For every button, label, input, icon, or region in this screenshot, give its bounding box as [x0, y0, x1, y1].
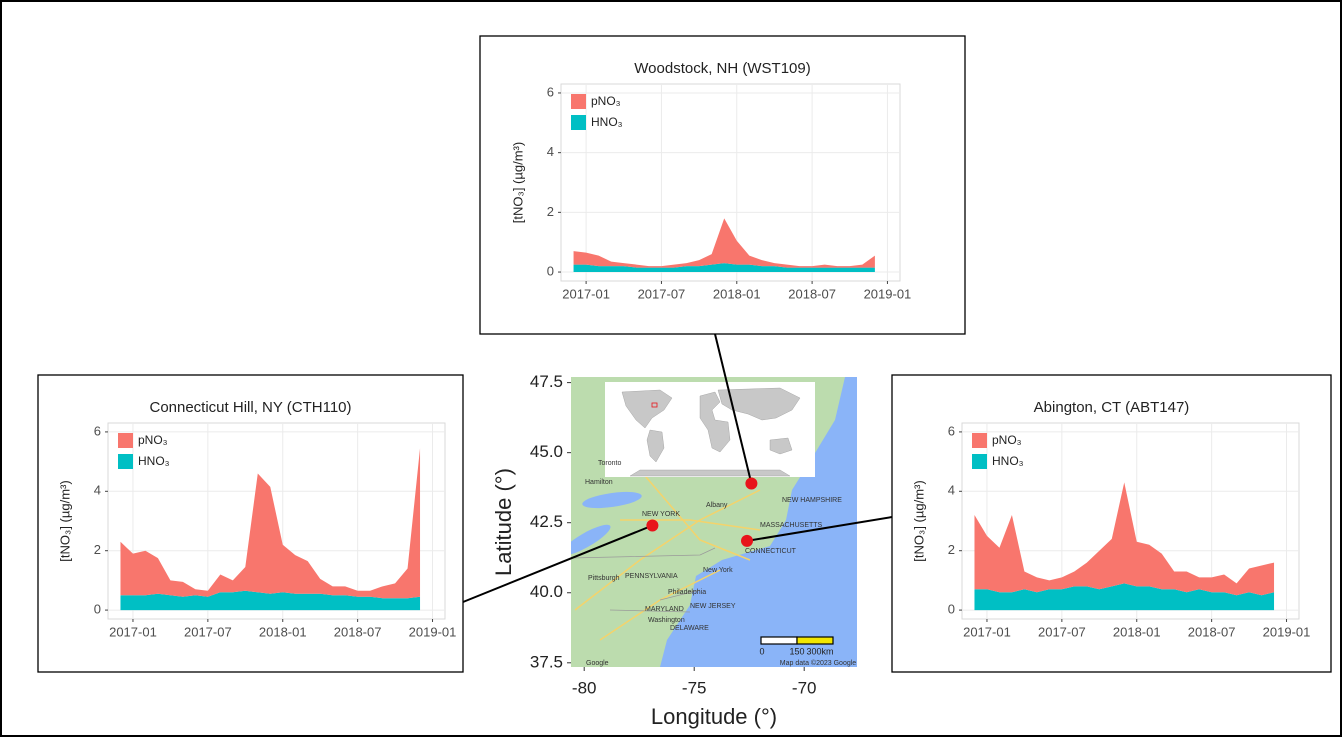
- chart-title: Connecticut Hill, NY (CTH110): [149, 399, 351, 416]
- legend-label: pNO₃: [992, 433, 1022, 447]
- y-tick-label: 6: [948, 423, 955, 438]
- x-tick-label: 2017-07: [1038, 624, 1086, 639]
- x-tick-label: -70: [792, 678, 817, 697]
- x-tick-label: 2017-07: [184, 624, 232, 639]
- y-tick-label: 2: [94, 542, 101, 557]
- legend-key: [571, 94, 586, 109]
- y-tick-label: 6: [94, 423, 101, 438]
- y-axis-label: [tNO₃] (µg/m³): [510, 142, 525, 223]
- map-label: New York: [703, 567, 733, 574]
- site-point: [745, 477, 757, 489]
- map-label: Map data ©2023 Google: [780, 659, 856, 667]
- map-label: CONNECTICUT: [745, 548, 797, 555]
- map-label: Albany: [706, 502, 728, 509]
- map-label: NEW YORK: [642, 511, 680, 518]
- x-tick-label: 2019-01: [1263, 624, 1311, 639]
- map-label: NEW HAMPSHIRE: [782, 497, 842, 504]
- map-label: DELAWARE: [670, 625, 709, 632]
- figure: Woodstock, NH (WST109) 0 2 4 6 2017-01 2017-07…: [0, 0, 1343, 738]
- x-tick-label: 2018-07: [334, 624, 382, 639]
- scale-bar: [761, 637, 797, 644]
- x-tick-label: 2018-01: [259, 624, 307, 639]
- map-label: Toronto: [598, 460, 621, 467]
- site-point: [741, 535, 753, 547]
- y-tick-label: 0: [547, 263, 554, 278]
- page: {"chart_data": [ {"type": "area", "stack…: [0, 0, 1343, 738]
- x-tick-label: 2017-07: [638, 286, 686, 301]
- map-label: PENNSYLVANIA: [625, 573, 678, 580]
- x-axis-label: Longitude (°): [651, 704, 777, 729]
- y-axis-label: [tNO₃] (µg/m³): [57, 480, 72, 561]
- y-tick-label: 4: [547, 144, 554, 159]
- legend-key: [118, 433, 133, 448]
- map-label: Philadelphia: [668, 589, 706, 596]
- legend-key: [972, 433, 987, 448]
- y-tick-label: 47.5: [530, 372, 563, 391]
- y-tick-label: 42.5: [530, 512, 563, 531]
- site-point: [646, 520, 658, 532]
- y-tick-label: 45.0: [530, 442, 563, 461]
- y-tick-label: 0: [94, 602, 101, 617]
- legend-label: HNO₃: [138, 454, 170, 468]
- x-tick-label: 2018-07: [1188, 624, 1236, 639]
- y-tick-label: 4: [948, 483, 955, 498]
- legend-label: pNO₃: [591, 94, 621, 108]
- map-label: Pittsburgh: [588, 575, 620, 582]
- map-label: NEW JERSEY: [690, 603, 736, 610]
- map-label: Google: [586, 660, 609, 667]
- y-axis-label: Latitude (°): [491, 468, 516, 576]
- x-tick-label: 2019-01: [864, 286, 912, 301]
- map-label: Washington: [648, 617, 685, 624]
- y-tick-label: 37.5: [530, 652, 563, 671]
- scale-label: 150: [789, 646, 804, 656]
- legend-label: HNO₃: [591, 115, 623, 129]
- x-tick-label: 2017-01: [963, 624, 1011, 639]
- scale-label: 300km: [806, 646, 833, 656]
- map-label: MASSACHUSETTS: [760, 522, 823, 529]
- map-label: Hamilton: [585, 479, 613, 486]
- y-axis-label: [tNO₃] (µg/m³): [911, 480, 926, 561]
- x-tick-label: -80: [572, 678, 597, 697]
- legend-label: HNO₃: [992, 454, 1024, 468]
- x-tick-label: 2017-01: [562, 286, 610, 301]
- chart-title: Woodstock, NH (WST109): [634, 60, 810, 77]
- x-tick-label: 2019-01: [409, 624, 457, 639]
- y-tick-label: 0: [948, 602, 955, 617]
- legend-key: [571, 115, 586, 130]
- x-tick-label: 2018-01: [713, 286, 761, 301]
- y-tick-label: 2: [948, 542, 955, 557]
- scale-label: 0: [759, 646, 764, 656]
- x-tick-label: 2018-07: [788, 286, 836, 301]
- legend-label: pNO₃: [138, 433, 168, 447]
- legend-key: [972, 454, 987, 469]
- x-tick-label: 2018-01: [1113, 624, 1161, 639]
- y-tick-label: 40.0: [530, 582, 563, 601]
- x-tick-label: -75: [682, 678, 707, 697]
- y-tick-label: 2: [547, 204, 554, 219]
- map-label: MARYLAND: [645, 606, 684, 613]
- scale-bar: [797, 637, 833, 644]
- y-tick-label: 4: [94, 483, 101, 498]
- legend-key: [118, 454, 133, 469]
- chart-title: Abington, CT (ABT147): [1034, 399, 1190, 416]
- y-tick-label: 6: [547, 84, 554, 99]
- x-tick-label: 2017-01: [109, 624, 157, 639]
